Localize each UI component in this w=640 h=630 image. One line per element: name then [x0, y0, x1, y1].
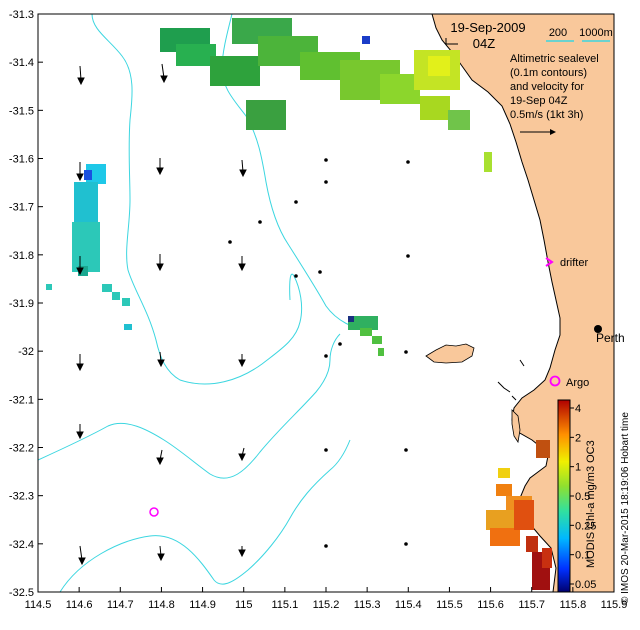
- info-line-4: 19-Sep 04Z: [510, 95, 568, 107]
- isobath-deep-south: [59, 439, 351, 592]
- argo-marker: [549, 375, 561, 387]
- y-tick-label: -32.5: [9, 587, 34, 599]
- y-tick-label: -32.3: [9, 491, 34, 503]
- x-tick-label: 115.3: [354, 599, 381, 611]
- perth-marker: [594, 325, 602, 333]
- drifter-label: drifter: [560, 257, 588, 269]
- y-tick-label: -31.3: [9, 9, 34, 21]
- x-tick-label: 115.2: [313, 599, 340, 611]
- x-tick-label: 115.9: [601, 599, 628, 611]
- x-tick-label: 115.4: [395, 599, 422, 611]
- chlorophyll-north-band: [160, 18, 492, 172]
- info-line-1: Altimetric sealevel: [510, 53, 599, 65]
- title-date: 19-Sep-2009: [450, 20, 525, 35]
- drifter-marker: [545, 257, 554, 267]
- chlorophyll-rottnest-patch: [348, 316, 384, 356]
- y-tick-label: -31.4: [9, 57, 34, 69]
- isobath-1000m: [38, 333, 341, 479]
- y-tick-label: -31.5: [9, 105, 34, 117]
- scale-arrow-head: [550, 129, 556, 135]
- y-axis: -31.3 -31.4 -31.5 -31.6 -31.7 -31.8 -31.9 -32 -3…: [9, 9, 43, 599]
- chlorophyll-southern-coast: [486, 440, 552, 590]
- coastal-reef-line: [497, 359, 525, 401]
- x-tick-label: 114.5: [25, 599, 52, 611]
- y-tick-label: -32.4: [9, 539, 34, 551]
- argo-float-offshore-marker: [149, 507, 159, 517]
- x-tick-label: 115.1: [271, 599, 298, 611]
- info-line-5: 0.5m/s (1kt 3h): [510, 109, 583, 121]
- x-axis: 114.5 114.6 114.7 114.8 114.9 115 115.1 115.2 11…: [25, 587, 628, 611]
- colorbar-tick-label: 0.1: [575, 550, 590, 562]
- argo-label: Argo: [566, 377, 589, 389]
- chlorophyll-west-strip: [46, 164, 132, 330]
- colorbar-caption: MODIS Chl-a mg/m3 OC3: [585, 440, 597, 568]
- x-tick-label: 114.6: [66, 599, 93, 611]
- info-line-3: and velocity for: [510, 81, 584, 93]
- velocity-arrows: [76, 63, 410, 566]
- y-tick-label: -32.1: [9, 394, 34, 406]
- colorbar-tick-label: 0.05: [575, 579, 596, 591]
- x-tick-label: 114.9: [189, 599, 216, 611]
- colorbar-tick-label: 1: [575, 462, 581, 474]
- colorbar-tick-label: 4: [575, 403, 581, 415]
- y-tick-label: -32: [18, 346, 34, 358]
- x-tick-label: 114.7: [107, 599, 134, 611]
- depth-legend-200: 200: [549, 27, 567, 39]
- y-tick-label: -31.8: [9, 250, 34, 262]
- x-tick-label: 115.5: [436, 599, 463, 611]
- y-tick-label: -31.7: [9, 202, 34, 214]
- credit-text: © IMOS 20-Mar-2015 18:19:06 Hobart time: [620, 412, 631, 604]
- y-tick-label: -32.2: [9, 443, 34, 455]
- colorbar-ticks: 4 2 1 0.5 0.25 0.1 0.05: [570, 403, 596, 591]
- x-tick-label: 114.8: [148, 599, 175, 611]
- x-tick-label: 115.7: [518, 599, 545, 611]
- colorbar-tick-label: 0.25: [575, 520, 596, 532]
- depth-legend-1000: 1000m: [579, 27, 613, 39]
- colorbar-tick-label: 2: [575, 432, 581, 444]
- land-rottnest-island: [425, 343, 475, 364]
- land-garden-island: [511, 409, 521, 444]
- y-tick-label: -31.6: [9, 154, 34, 166]
- y-tick-label: -31.9: [9, 298, 34, 310]
- info-line-2: (0.1m contours): [510, 67, 587, 79]
- isobath-200m-north: [91, 14, 303, 385]
- x-tick-label: 115.6: [477, 599, 504, 611]
- colorbar-tick-label: 0.5: [575, 491, 590, 503]
- x-tick-label: 115.8: [559, 599, 586, 611]
- perth-label: Perth: [596, 331, 625, 345]
- title-time: 04Z: [473, 36, 495, 51]
- x-tick-label: 115: [235, 599, 253, 611]
- colorbar: [557, 399, 571, 593]
